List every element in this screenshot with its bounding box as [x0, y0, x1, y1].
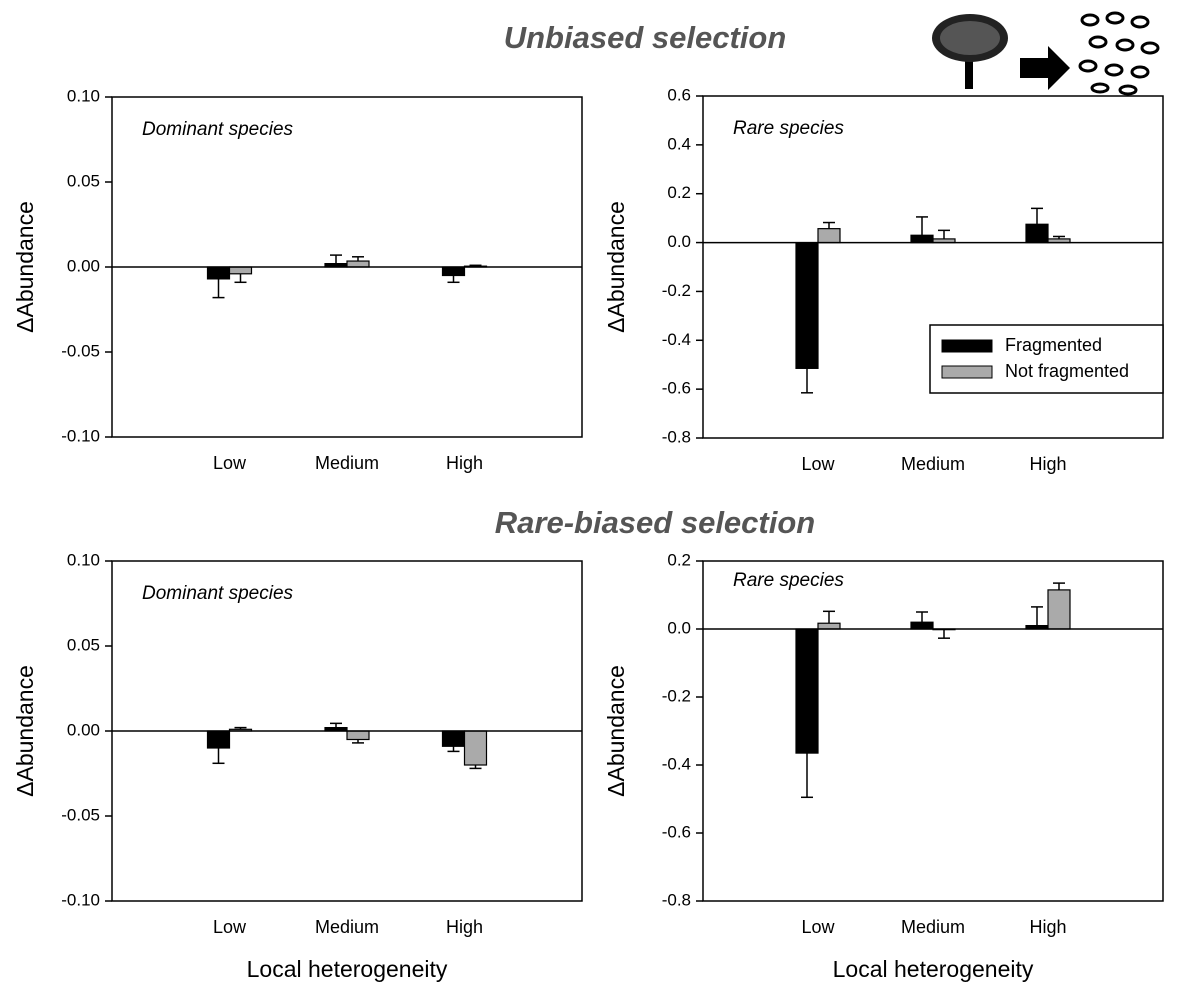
annotation: Dominant species: [142, 583, 294, 604]
legend-label: Fragmented: [1005, 335, 1102, 355]
y-tick-label: 0.4: [667, 134, 691, 153]
x-tick-label: Medium: [315, 453, 379, 473]
y-tick-label: -0.6: [662, 822, 691, 841]
bar: [817, 622, 841, 630]
arrow-icon: [1020, 46, 1070, 90]
y-axis-label: ΔAbundance: [12, 665, 38, 797]
x-tick-label: Low: [213, 453, 247, 473]
y-tick-label: -0.05: [61, 341, 100, 360]
y-tick-label: -0.8: [662, 427, 691, 446]
bar: [346, 730, 370, 741]
bar: [346, 260, 370, 268]
y-tick-label: -0.05: [61, 805, 100, 824]
tree-icon: [932, 14, 1008, 89]
legend-label: Not fragmented: [1005, 361, 1129, 381]
y-tick-label: 0.05: [67, 635, 100, 654]
y-tick-label: -0.10: [61, 426, 100, 445]
y-tick-label: 0.05: [67, 171, 100, 190]
y-tick-label: -0.8: [662, 890, 691, 909]
y-axis-label: ΔAbundance: [603, 665, 629, 797]
x-axis-label: Local heterogeneity: [247, 956, 448, 982]
x-tick-label: Low: [801, 454, 835, 474]
y-tick-label: 0.10: [67, 550, 100, 569]
section-heading: Rare-biased selection: [495, 505, 815, 540]
x-tick-label: Low: [213, 917, 247, 937]
y-tick-label: -0.10: [61, 890, 100, 909]
y-tick-label: -0.6: [662, 379, 691, 398]
annotation: Rare species: [733, 570, 844, 591]
y-tick-label: 0.00: [67, 720, 100, 739]
y-axis-label: ΔAbundance: [12, 201, 38, 333]
bar: [910, 621, 934, 630]
bar: [817, 228, 841, 244]
bar: [441, 266, 466, 277]
y-tick-label: -0.4: [662, 330, 691, 349]
bar: [795, 241, 819, 369]
x-tick-label: High: [446, 917, 483, 937]
section-heading: Unbiased selection: [504, 20, 787, 55]
x-tick-label: Medium: [315, 917, 379, 937]
y-tick-label: 0.2: [667, 183, 691, 202]
y-tick-label: 0.0: [667, 232, 691, 251]
y-tick-label: -0.2: [662, 686, 691, 705]
y-tick-label: -0.2: [662, 281, 691, 300]
y-tick-label: 0.6: [667, 85, 691, 104]
x-tick-label: Medium: [901, 917, 965, 937]
y-tick-label: 0.2: [667, 550, 691, 569]
seeds-icon: [1078, 11, 1160, 96]
bar: [795, 628, 819, 754]
legend-box: [929, 324, 1164, 394]
y-tick-label: -0.4: [662, 754, 691, 773]
x-tick-label: Medium: [901, 454, 965, 474]
bar: [441, 730, 466, 747]
bar: [1047, 589, 1071, 630]
y-tick-label: 0.10: [67, 86, 100, 105]
plot-frame: [702, 560, 1164, 902]
bar: [463, 730, 488, 766]
x-tick-label: High: [1029, 917, 1066, 937]
bar: [206, 730, 231, 749]
x-axis-label: Local heterogeneity: [833, 956, 1034, 982]
bar: [1025, 223, 1049, 244]
x-tick-label: High: [446, 453, 483, 473]
legend-swatch: [941, 339, 993, 353]
y-tick-label: 0.0: [667, 618, 691, 637]
y-tick-label: 0.00: [67, 256, 100, 275]
annotation: Rare species: [733, 118, 844, 139]
legend-swatch: [941, 365, 993, 379]
y-axis-label: ΔAbundance: [603, 201, 629, 333]
x-tick-label: Low: [801, 917, 835, 937]
bar: [228, 266, 253, 275]
bar: [206, 266, 231, 280]
x-tick-label: High: [1029, 454, 1066, 474]
plot-frame: [702, 95, 1164, 439]
bar: [910, 234, 934, 244]
annotation: Dominant species: [142, 119, 294, 140]
